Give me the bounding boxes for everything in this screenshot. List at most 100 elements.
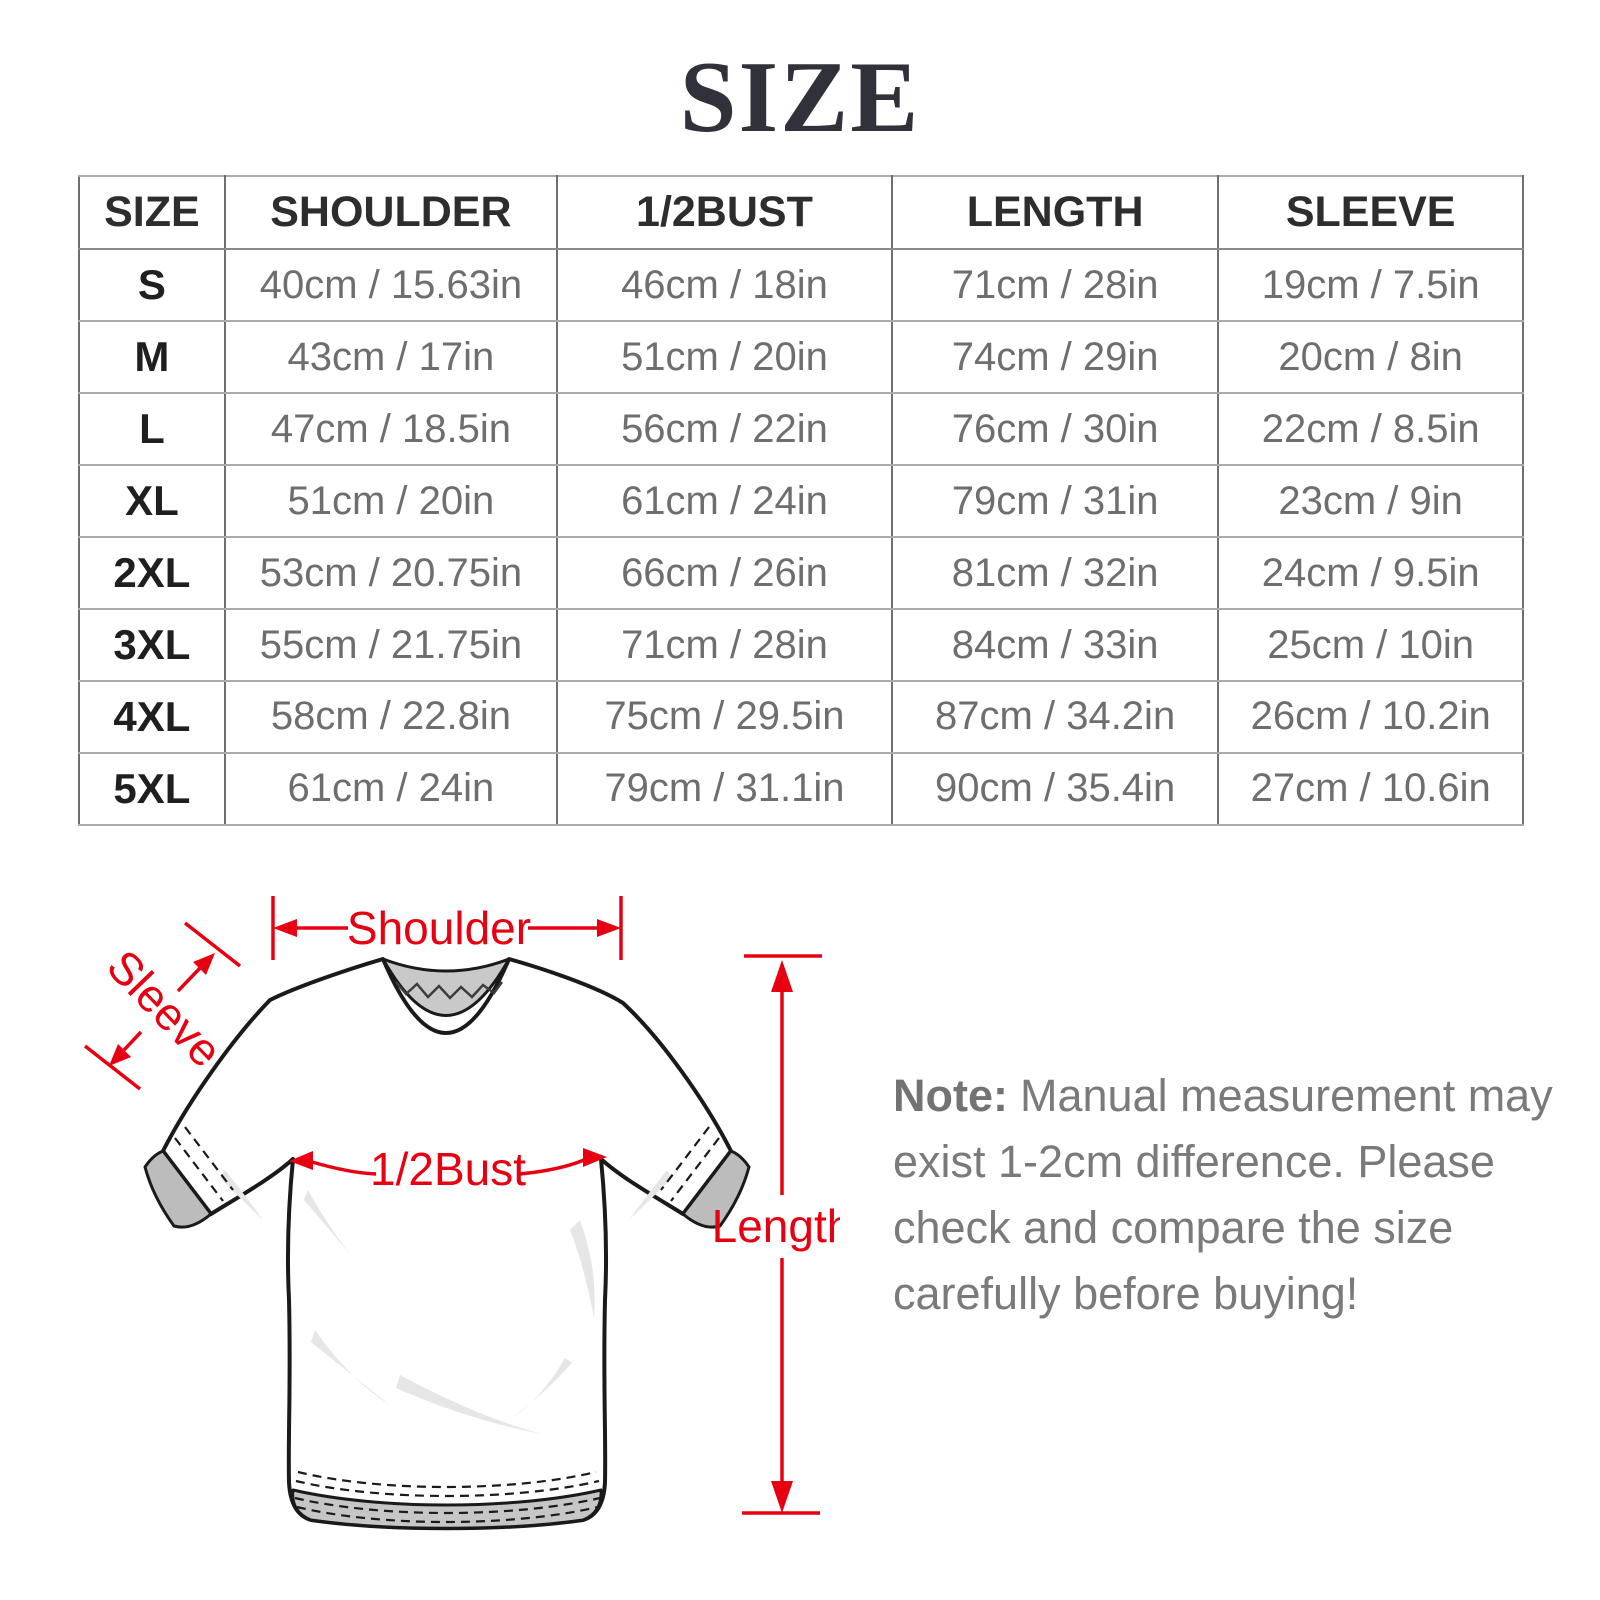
- right-cuff: [681, 1149, 751, 1229]
- length-cell: 90cm / 35.4in: [890, 751, 1220, 827]
- length-dimension-label: Length: [712, 1200, 840, 1252]
- sleeve-tick: [83, 1044, 142, 1091]
- wrinkle-shape: [570, 1220, 595, 1318]
- sleeve-cell: 25cm / 10in: [1217, 608, 1524, 682]
- half-bust-cell: 46cm / 18in: [555, 248, 893, 323]
- wrinkle-shape: [220, 1170, 263, 1220]
- arrowhead-down-left: [109, 1044, 131, 1066]
- header-row: SIZE SHOULDER 1/2BUST LENGTH SLEEVE: [78, 174, 1524, 251]
- wrinkle-shape: [629, 1170, 672, 1220]
- left-cuff: [143, 1149, 213, 1229]
- sleeve-cell: 26cm / 10.2in: [1217, 680, 1524, 754]
- size-cell: M: [78, 320, 226, 395]
- arrowhead-up: [771, 960, 793, 992]
- note-label: Note:: [893, 1070, 1008, 1121]
- note-line: Note: Manual measurement may: [893, 1063, 1553, 1129]
- note-line-text: Manual measurement may: [1019, 1070, 1553, 1121]
- arrowhead-right: [583, 1148, 607, 1167]
- arrowhead-down: [771, 1481, 793, 1513]
- size-cell: 3XL: [78, 608, 226, 682]
- col-header-half-bust: 1/2BUST: [555, 174, 893, 251]
- table-row: M 43cm / 17in 51cm / 20in 74cm / 29in 20…: [78, 320, 1524, 395]
- table-row: S 40cm / 15.63in 46cm / 18in 71cm / 28in…: [78, 248, 1524, 323]
- note-line: carefully before buying!: [893, 1268, 1359, 1319]
- size-cell: 5XL: [78, 751, 226, 827]
- left-cuff-stitch: [184, 1126, 234, 1191]
- hem-band-stitch: [296, 1505, 599, 1524]
- wrinkle-shape: [512, 1358, 572, 1418]
- hem-stitch: [295, 1479, 600, 1498]
- shoulder-dimension-label: Shoulder: [347, 902, 531, 954]
- half-bust-cell: 75cm / 29.5in: [555, 680, 893, 754]
- half-bust-cell: 61cm / 24in: [555, 464, 893, 539]
- length-cell: 76cm / 30in: [890, 392, 1220, 467]
- table-row: 2XL 53cm / 20.75in 66cm / 26in 81cm / 32…: [78, 536, 1524, 611]
- shoulder-cell: 61cm / 24in: [223, 751, 558, 827]
- length-cell: 74cm / 29in: [890, 320, 1220, 395]
- bust-arrow-line: [519, 1158, 585, 1176]
- shoulder-cell: 51cm / 20in: [223, 464, 558, 539]
- size-cell: S: [78, 248, 226, 323]
- wrinkle-shape: [396, 1375, 542, 1434]
- wrinkle-shape: [304, 1190, 355, 1260]
- sleeve-cell: 20cm / 8in: [1217, 320, 1524, 395]
- shoulder-cell: 47cm / 18.5in: [223, 392, 558, 467]
- right-cuff-stitch: [660, 1126, 710, 1191]
- table-row: 3XL 55cm / 21.75in 71cm / 28in 84cm / 33…: [78, 608, 1524, 682]
- size-chart-table: SIZE SHOULDER 1/2BUST LENGTH SLEEVE S 40…: [78, 174, 1524, 827]
- page-title: SIZE: [679, 41, 921, 154]
- sleeve-cell: 24cm / 9.5in: [1217, 536, 1524, 611]
- collar-zigzag-stitch: [395, 981, 504, 1000]
- size-cell: XL: [78, 464, 226, 539]
- sleeve-cell: 27cm / 10.6in: [1217, 751, 1524, 827]
- table-row: 5XL 61cm / 24in 79cm / 31.1in 90cm / 35.…: [78, 751, 1524, 827]
- table-row: XL 51cm / 20in 61cm / 24in 79cm / 31in 2…: [78, 464, 1524, 539]
- wrinkle-shape: [311, 1330, 390, 1405]
- col-header-sleeve: SLEEVE: [1217, 174, 1524, 251]
- size-cell: L: [78, 392, 226, 467]
- shoulder-cell: 58cm / 22.8in: [223, 680, 558, 754]
- half-bust-cell: 66cm / 26in: [555, 536, 893, 611]
- length-cell: 87cm / 34.2in: [890, 680, 1220, 754]
- note-line: check and compare the size: [893, 1202, 1454, 1253]
- half-bust-dimension-label: 1/2Bust: [370, 1143, 526, 1195]
- arrowhead-up-right: [193, 953, 215, 975]
- length-dimension: Length: [712, 954, 840, 1515]
- collar-inner: [381, 957, 511, 1017]
- col-header-shoulder: SHOULDER: [223, 174, 558, 251]
- size-cell: 4XL: [78, 680, 226, 754]
- sleeve-tick: [183, 921, 242, 968]
- col-header-size: SIZE: [78, 174, 226, 251]
- half-bust-cell: 51cm / 20in: [555, 320, 893, 395]
- length-cell: 79cm / 31in: [890, 464, 1220, 539]
- half-bust-cell: 79cm / 31.1in: [555, 751, 893, 827]
- size-cell: 2XL: [78, 536, 226, 611]
- tshirt-illustration: [143, 957, 751, 1531]
- sleeve-cell: 23cm / 9in: [1217, 464, 1524, 539]
- bust-arrow-line: [311, 1160, 377, 1176]
- hem-stitch: [297, 1470, 597, 1489]
- sleeve-arrow-line: [122, 1030, 143, 1052]
- shoulder-cell: 43cm / 17in: [223, 320, 558, 395]
- hem-band-stitch: [294, 1496, 601, 1515]
- shoulder-dimension: Shoulder: [271, 896, 623, 960]
- arrowhead-right: [597, 919, 621, 937]
- half-bust-dimension: 1/2Bust: [289, 1143, 607, 1195]
- note-line: exist 1-2cm difference. Please: [893, 1136, 1495, 1187]
- arrowhead-left: [273, 919, 297, 937]
- table-row: 4XL 58cm / 22.8in 75cm / 29.5in 87cm / 3…: [78, 680, 1524, 754]
- tshirt-body-outline: [161, 957, 733, 1531]
- sleeve-arrow-line: [176, 965, 203, 993]
- shoulder-cell: 55cm / 21.75in: [223, 608, 558, 682]
- table-row: L 47cm / 18.5in 56cm / 22in 76cm / 30in …: [78, 392, 1524, 467]
- sleeve-cell: 22cm / 8.5in: [1217, 392, 1524, 467]
- sleeve-cell: 19cm / 7.5in: [1217, 248, 1524, 323]
- length-cell: 81cm / 32in: [890, 536, 1220, 611]
- shoulder-cell: 53cm / 20.75in: [223, 536, 558, 611]
- length-cell: 84cm / 33in: [890, 608, 1220, 682]
- shoulder-cell: 40cm / 15.63in: [223, 248, 558, 323]
- note-text: Note: Manual measurement may exist 1-2cm …: [893, 1063, 1553, 1327]
- right-cuff-stitch: [670, 1137, 720, 1202]
- left-cuff-stitch: [174, 1137, 224, 1202]
- length-cell: 71cm / 28in: [890, 248, 1220, 323]
